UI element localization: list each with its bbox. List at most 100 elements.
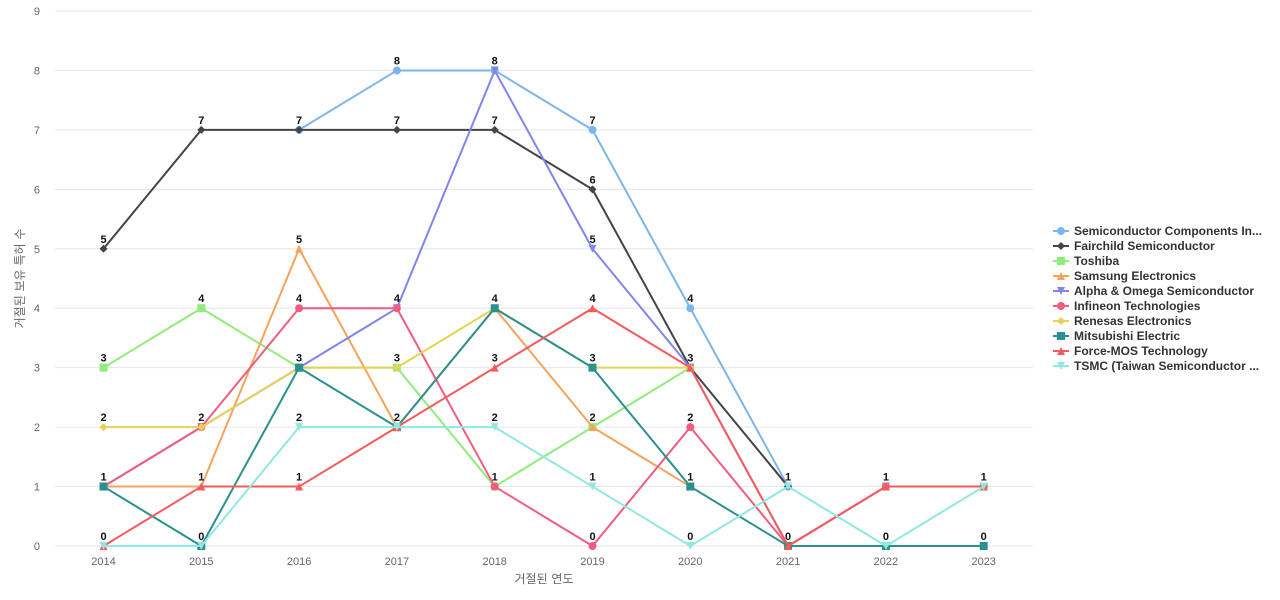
legend-label: Infineon Technologies bbox=[1074, 299, 1201, 313]
y-tick-label: 6 bbox=[34, 184, 40, 196]
data-point bbox=[588, 363, 597, 372]
x-tick-label: 2014 bbox=[91, 556, 115, 568]
data-label: 3 bbox=[100, 353, 106, 365]
data-point bbox=[686, 482, 695, 491]
data-point bbox=[490, 423, 499, 432]
legend-marker bbox=[1057, 317, 1065, 325]
data-label: 4 bbox=[589, 293, 596, 305]
x-tick-label: 2018 bbox=[482, 556, 506, 568]
x-tick-label: 2023 bbox=[971, 556, 995, 568]
y-tick-label: 7 bbox=[34, 125, 40, 137]
legend-marker bbox=[1057, 287, 1065, 295]
data-point bbox=[979, 542, 988, 550]
legend: Semiconductor Components In...Fairchild … bbox=[1053, 224, 1262, 373]
data-point bbox=[490, 125, 499, 134]
legend-item: Semiconductor Components In... bbox=[1053, 224, 1262, 238]
data-label: 1 bbox=[589, 472, 595, 484]
data-point bbox=[686, 304, 695, 313]
y-axis-title: 거절된 보유 특허 수 bbox=[13, 229, 27, 329]
data-label: 4 bbox=[687, 293, 694, 305]
data-point bbox=[686, 542, 695, 550]
legend-marker bbox=[1057, 242, 1065, 250]
y-tick-label: 5 bbox=[34, 244, 40, 256]
data-label: 3 bbox=[296, 353, 302, 365]
data-label: 2 bbox=[394, 412, 400, 424]
y-axis-ticks: 0 1 2 3 4 5 6 7 8 9 bbox=[34, 6, 40, 553]
legend-marker bbox=[1057, 362, 1065, 370]
x-tick-label: 2019 bbox=[580, 556, 604, 568]
data-point bbox=[490, 482, 499, 491]
data-label: 7 bbox=[296, 115, 302, 127]
x-tick-label: 2020 bbox=[678, 556, 702, 568]
x-axis-ticks: 2014 2015 2016 2017 2018 2019 2020 2021 2022 2023 bbox=[91, 556, 996, 568]
y-tick-label: 1 bbox=[34, 482, 40, 494]
y-tick-label: 2 bbox=[34, 422, 40, 434]
y-tick-label: 3 bbox=[34, 363, 40, 375]
data-point bbox=[686, 363, 695, 372]
data-label: 5 bbox=[296, 234, 302, 246]
data-label: 5 bbox=[100, 234, 106, 246]
data-point bbox=[295, 423, 304, 432]
data-label: 4 bbox=[296, 293, 303, 305]
data-label: 6 bbox=[589, 174, 595, 186]
x-tick-label: 2017 bbox=[385, 556, 409, 568]
data-label: 2 bbox=[198, 412, 204, 424]
data-label: 0 bbox=[981, 531, 987, 543]
data-label: 0 bbox=[589, 531, 595, 543]
data-point bbox=[197, 423, 206, 432]
legend-marker bbox=[1057, 332, 1065, 340]
data-label: 4 bbox=[492, 293, 499, 305]
legend-label: Semiconductor Components In... bbox=[1074, 224, 1262, 238]
data-point bbox=[197, 482, 206, 491]
legend-label: Mitsubishi Electric bbox=[1074, 329, 1180, 343]
data-point bbox=[99, 423, 108, 432]
data-point bbox=[784, 482, 793, 491]
legend-label: TSMC (Taiwan Semiconductor ... bbox=[1074, 359, 1259, 373]
data-point bbox=[295, 125, 304, 134]
data-point bbox=[99, 542, 108, 550]
legend-item: Force-MOS Technology bbox=[1053, 344, 1208, 358]
data-label: 2 bbox=[492, 412, 498, 424]
series-group bbox=[99, 66, 988, 550]
legend-label: Renesas Electronics bbox=[1074, 314, 1192, 328]
grid-lines bbox=[55, 10, 1033, 547]
x-tick-label: 2021 bbox=[776, 556, 800, 568]
data-point bbox=[784, 542, 793, 550]
legend-item: Alpha & Omega Semiconductor bbox=[1053, 284, 1254, 298]
data-point bbox=[392, 363, 401, 372]
data-point bbox=[197, 542, 206, 550]
data-point bbox=[588, 542, 597, 550]
data-label: 1 bbox=[296, 472, 302, 484]
data-point bbox=[490, 66, 499, 75]
data-label: 1 bbox=[492, 472, 498, 484]
data-label: 2 bbox=[687, 412, 693, 424]
data-label: 3 bbox=[492, 353, 498, 365]
data-point bbox=[295, 244, 304, 253]
series-line bbox=[103, 426, 985, 547]
data-label: 0 bbox=[785, 531, 791, 543]
series-3 bbox=[99, 304, 988, 491]
data-label: 1 bbox=[100, 472, 106, 484]
data-label: 5 bbox=[589, 234, 595, 246]
data-point bbox=[686, 423, 695, 432]
data-point bbox=[881, 542, 890, 550]
legend-label: Force-MOS Technology bbox=[1074, 344, 1208, 358]
legend-marker bbox=[1057, 302, 1065, 310]
data-label: 0 bbox=[883, 531, 889, 543]
data-label: 3 bbox=[589, 353, 595, 365]
data-point bbox=[588, 244, 597, 253]
legend-item: Renesas Electronics bbox=[1053, 314, 1192, 328]
legend-marker bbox=[1057, 227, 1065, 235]
legend-item: Fairchild Semiconductor bbox=[1053, 239, 1215, 253]
data-labels: 5321074210754321874328743217654321043210… bbox=[100, 55, 986, 543]
y-tick-label: 0 bbox=[34, 541, 40, 553]
legend-item: Samsung Electronics bbox=[1053, 269, 1196, 283]
data-label: 2 bbox=[100, 412, 106, 424]
data-label: 8 bbox=[394, 55, 400, 67]
data-point bbox=[588, 125, 597, 134]
legend-marker bbox=[1057, 347, 1065, 355]
x-tick-label: 2015 bbox=[189, 556, 213, 568]
series-line bbox=[298, 69, 789, 488]
data-label: 1 bbox=[981, 472, 987, 484]
